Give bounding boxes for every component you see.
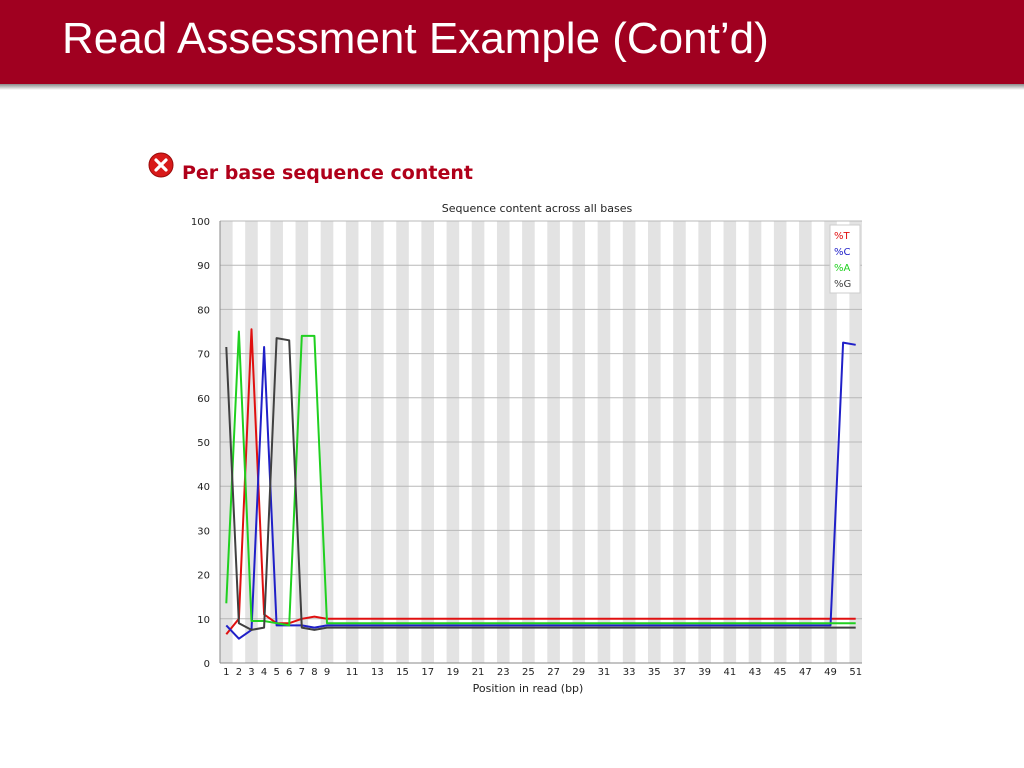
x-tick-label: 51	[849, 667, 862, 678]
y-tick-label: 100	[191, 217, 210, 228]
legend: %T %C %A %G	[829, 224, 861, 294]
x-tick-label: 41	[723, 667, 736, 678]
y-tick-label: 30	[197, 526, 210, 537]
x-tick-label: 27	[547, 667, 560, 678]
x-tick-label: 17	[421, 667, 434, 678]
x-tick-label: 8	[311, 667, 317, 678]
x-tick-label: 45	[774, 667, 787, 678]
x-tick-label: 13	[371, 667, 384, 678]
x-tick-label: 33	[623, 667, 636, 678]
x-tick-label: 25	[522, 667, 535, 678]
error-icon	[148, 152, 174, 178]
x-tick-label: 6	[286, 667, 292, 678]
y-tick-label: 90	[197, 261, 210, 272]
x-tick-label: 35	[648, 667, 661, 678]
series-line-G	[225, 337, 856, 631]
y-tick-label: 0	[204, 659, 210, 670]
slide-title: Read Assessment Example (Cont’d)	[62, 14, 769, 63]
x-axis-label: Position in read (bp)	[473, 682, 584, 695]
x-tick-label: 5	[273, 667, 279, 678]
x-tick-label: 15	[396, 667, 409, 678]
series-lines	[225, 328, 856, 640]
y-tick-label: 80	[197, 305, 210, 316]
y-tick-label: 70	[197, 350, 210, 361]
x-tick-label: 9	[324, 667, 330, 678]
slide-header	[0, 0, 1024, 84]
legend-entry-A: %A	[834, 263, 851, 274]
legend-entry-G: %G	[834, 279, 851, 290]
module-title: Per base sequence content	[182, 162, 473, 184]
y-tick-label: 20	[197, 571, 210, 582]
x-tick-label: 37	[673, 667, 686, 678]
series-line-C	[225, 341, 856, 640]
series-line-A	[225, 330, 856, 627]
x-tick-label: 1	[223, 667, 229, 678]
y-tick-label: 10	[197, 615, 210, 626]
y-tick-label: 60	[197, 394, 210, 405]
legend-entry-T: %T	[834, 231, 851, 242]
series-line-T	[225, 328, 856, 635]
y-tick-label: 50	[197, 438, 210, 449]
x-tick-label: 47	[799, 667, 812, 678]
x-tick-label: 31	[598, 667, 611, 678]
x-tick-label: 7	[299, 667, 305, 678]
x-tick-label: 21	[472, 667, 485, 678]
y-tick-label: 40	[197, 482, 210, 493]
legend-box	[829, 224, 861, 294]
x-tick-label: 3	[248, 667, 254, 678]
x-tick-label: 2	[236, 667, 242, 678]
x-tick-label: 19	[447, 667, 460, 678]
x-tick-label: 23	[497, 667, 510, 678]
x-tick-label: 49	[824, 667, 837, 678]
x-tick-label: 4	[261, 667, 267, 678]
legend-entry-C: %C	[834, 247, 851, 258]
x-tick-label: 43	[749, 667, 762, 678]
x-tick-label: 29	[572, 667, 585, 678]
chart-title: Sequence content across all bases	[442, 202, 633, 215]
x-tick-label: 39	[698, 667, 711, 678]
x-tick-label: 11	[346, 667, 359, 678]
header-shadow	[0, 84, 1024, 90]
